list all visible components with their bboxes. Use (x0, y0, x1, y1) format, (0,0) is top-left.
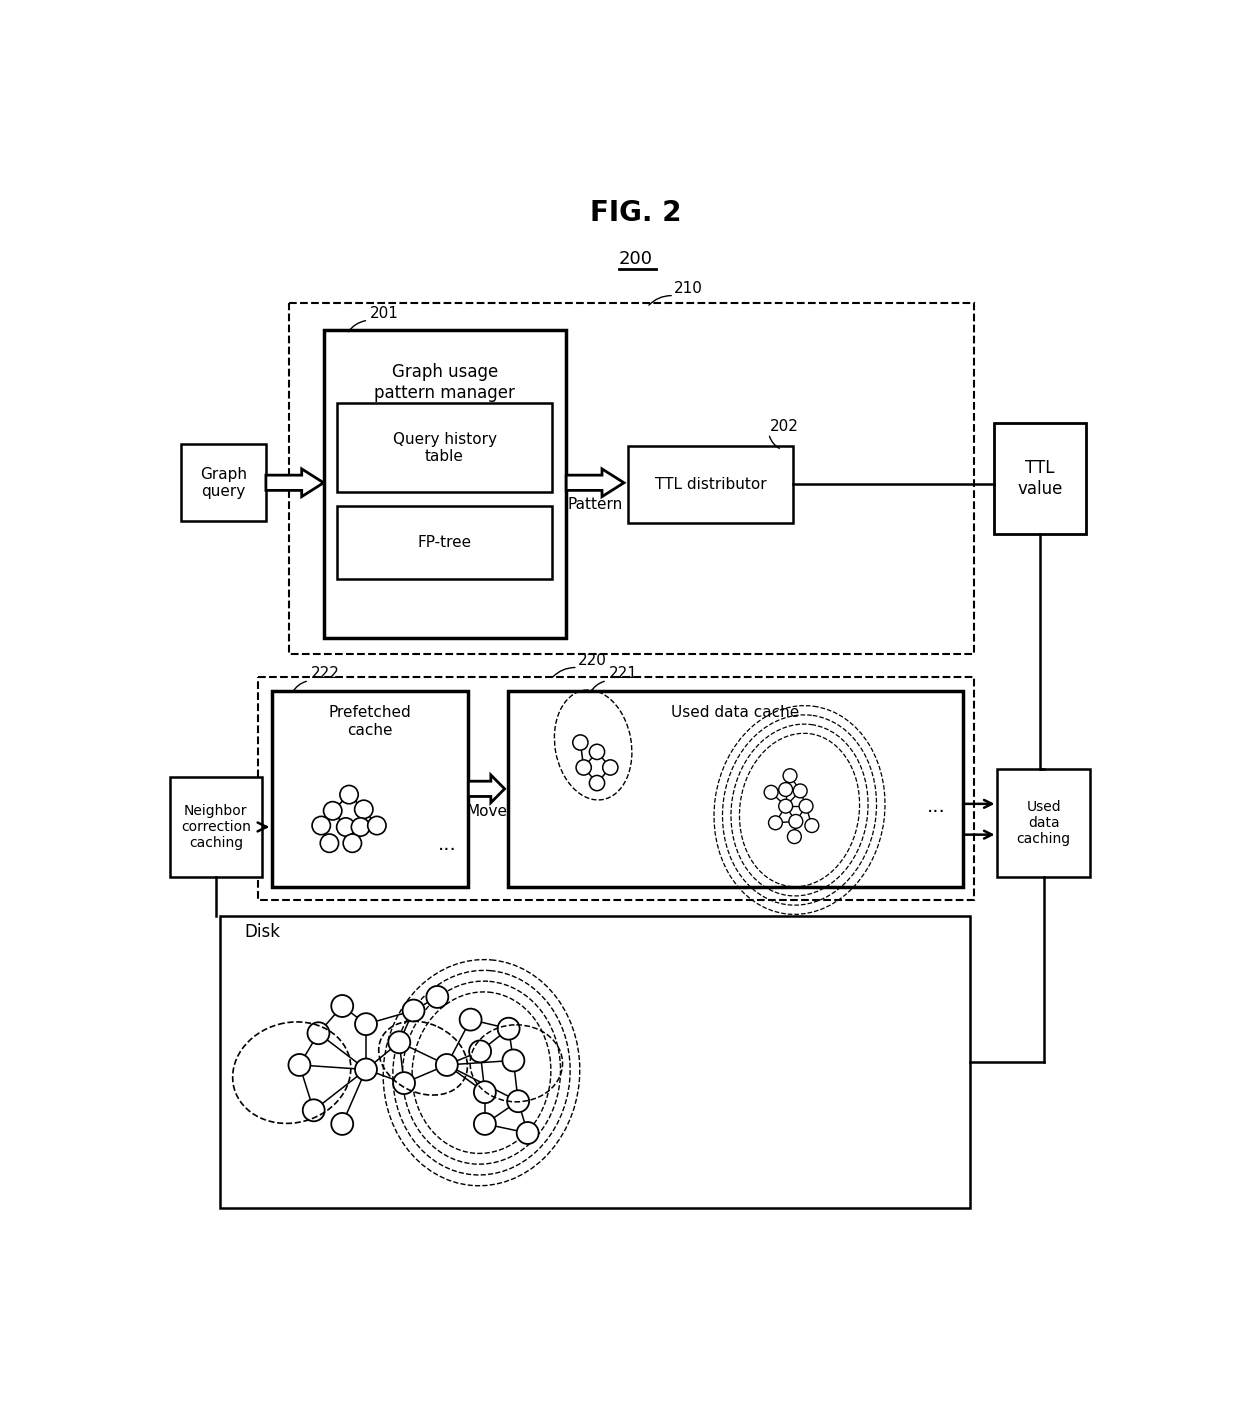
Circle shape (340, 785, 358, 804)
Bar (993, 423, 1086, 534)
Circle shape (787, 830, 801, 843)
Bar (508, 691, 962, 887)
Circle shape (469, 1040, 491, 1062)
Text: ...: ... (926, 797, 945, 816)
Circle shape (784, 769, 797, 783)
Circle shape (779, 783, 792, 797)
Circle shape (331, 995, 353, 1017)
Bar (170, 777, 262, 877)
Circle shape (497, 1017, 520, 1040)
Circle shape (789, 815, 802, 829)
Text: Graph usage
pattern manager: Graph usage pattern manager (374, 364, 516, 402)
Bar (258, 677, 975, 901)
Circle shape (320, 835, 339, 853)
Circle shape (368, 816, 386, 835)
Text: TTL
value: TTL value (1017, 459, 1063, 497)
Circle shape (474, 1113, 496, 1135)
Circle shape (573, 735, 588, 750)
Circle shape (355, 801, 373, 819)
Bar (181, 444, 265, 521)
Circle shape (355, 1058, 377, 1080)
Text: Query history
table: Query history table (393, 431, 496, 464)
Circle shape (474, 1082, 496, 1103)
Text: 202: 202 (770, 419, 799, 434)
Circle shape (799, 799, 813, 813)
Circle shape (388, 1031, 410, 1054)
Bar (997, 769, 1090, 877)
Circle shape (589, 745, 605, 760)
Text: 201: 201 (370, 306, 399, 322)
Circle shape (779, 799, 792, 813)
Text: 210: 210 (675, 281, 703, 295)
Circle shape (336, 818, 355, 836)
Circle shape (324, 802, 342, 821)
Circle shape (577, 760, 591, 776)
Text: ...: ... (438, 835, 456, 854)
Circle shape (343, 835, 362, 853)
Circle shape (289, 1054, 310, 1076)
Polygon shape (469, 776, 505, 802)
Circle shape (589, 776, 605, 791)
Bar (324, 330, 567, 638)
Text: Disk: Disk (244, 923, 280, 941)
Circle shape (794, 784, 807, 798)
Circle shape (393, 1072, 415, 1094)
Text: Move: Move (466, 805, 507, 819)
Text: Prefetched
cache: Prefetched cache (329, 705, 412, 738)
Circle shape (805, 819, 818, 833)
Circle shape (502, 1050, 525, 1072)
Circle shape (427, 986, 449, 1007)
Text: 221: 221 (609, 666, 637, 681)
Bar (337, 403, 552, 492)
Circle shape (355, 1013, 377, 1035)
Circle shape (403, 999, 424, 1021)
Text: Neighbor
correction
caching: Neighbor correction caching (181, 804, 250, 850)
Text: Used
data
caching: Used data caching (1017, 799, 1070, 846)
Circle shape (507, 1090, 529, 1113)
Circle shape (303, 1099, 325, 1121)
Circle shape (435, 1054, 458, 1076)
Text: 220: 220 (578, 652, 606, 667)
Circle shape (517, 1123, 538, 1144)
Bar (337, 506, 552, 579)
Circle shape (460, 1009, 481, 1031)
Text: Pattern: Pattern (568, 497, 622, 511)
Bar (289, 303, 975, 653)
Text: Graph
query: Graph query (200, 466, 247, 499)
Text: Used data cache: Used data cache (672, 705, 800, 719)
Text: 222: 222 (310, 666, 340, 681)
Bar (219, 916, 971, 1208)
Text: FP-tree: FP-tree (418, 535, 471, 549)
Circle shape (312, 816, 330, 835)
Circle shape (769, 816, 782, 830)
Circle shape (308, 1023, 330, 1044)
Circle shape (331, 1113, 353, 1135)
Bar (627, 445, 794, 523)
Circle shape (351, 818, 370, 836)
Circle shape (603, 760, 618, 776)
Polygon shape (567, 469, 624, 496)
Text: FIG. 2: FIG. 2 (590, 200, 681, 228)
Circle shape (764, 785, 777, 799)
Bar (272, 691, 469, 887)
Text: 200: 200 (619, 250, 652, 268)
Polygon shape (265, 469, 324, 496)
Text: TTL distributor: TTL distributor (655, 476, 766, 492)
